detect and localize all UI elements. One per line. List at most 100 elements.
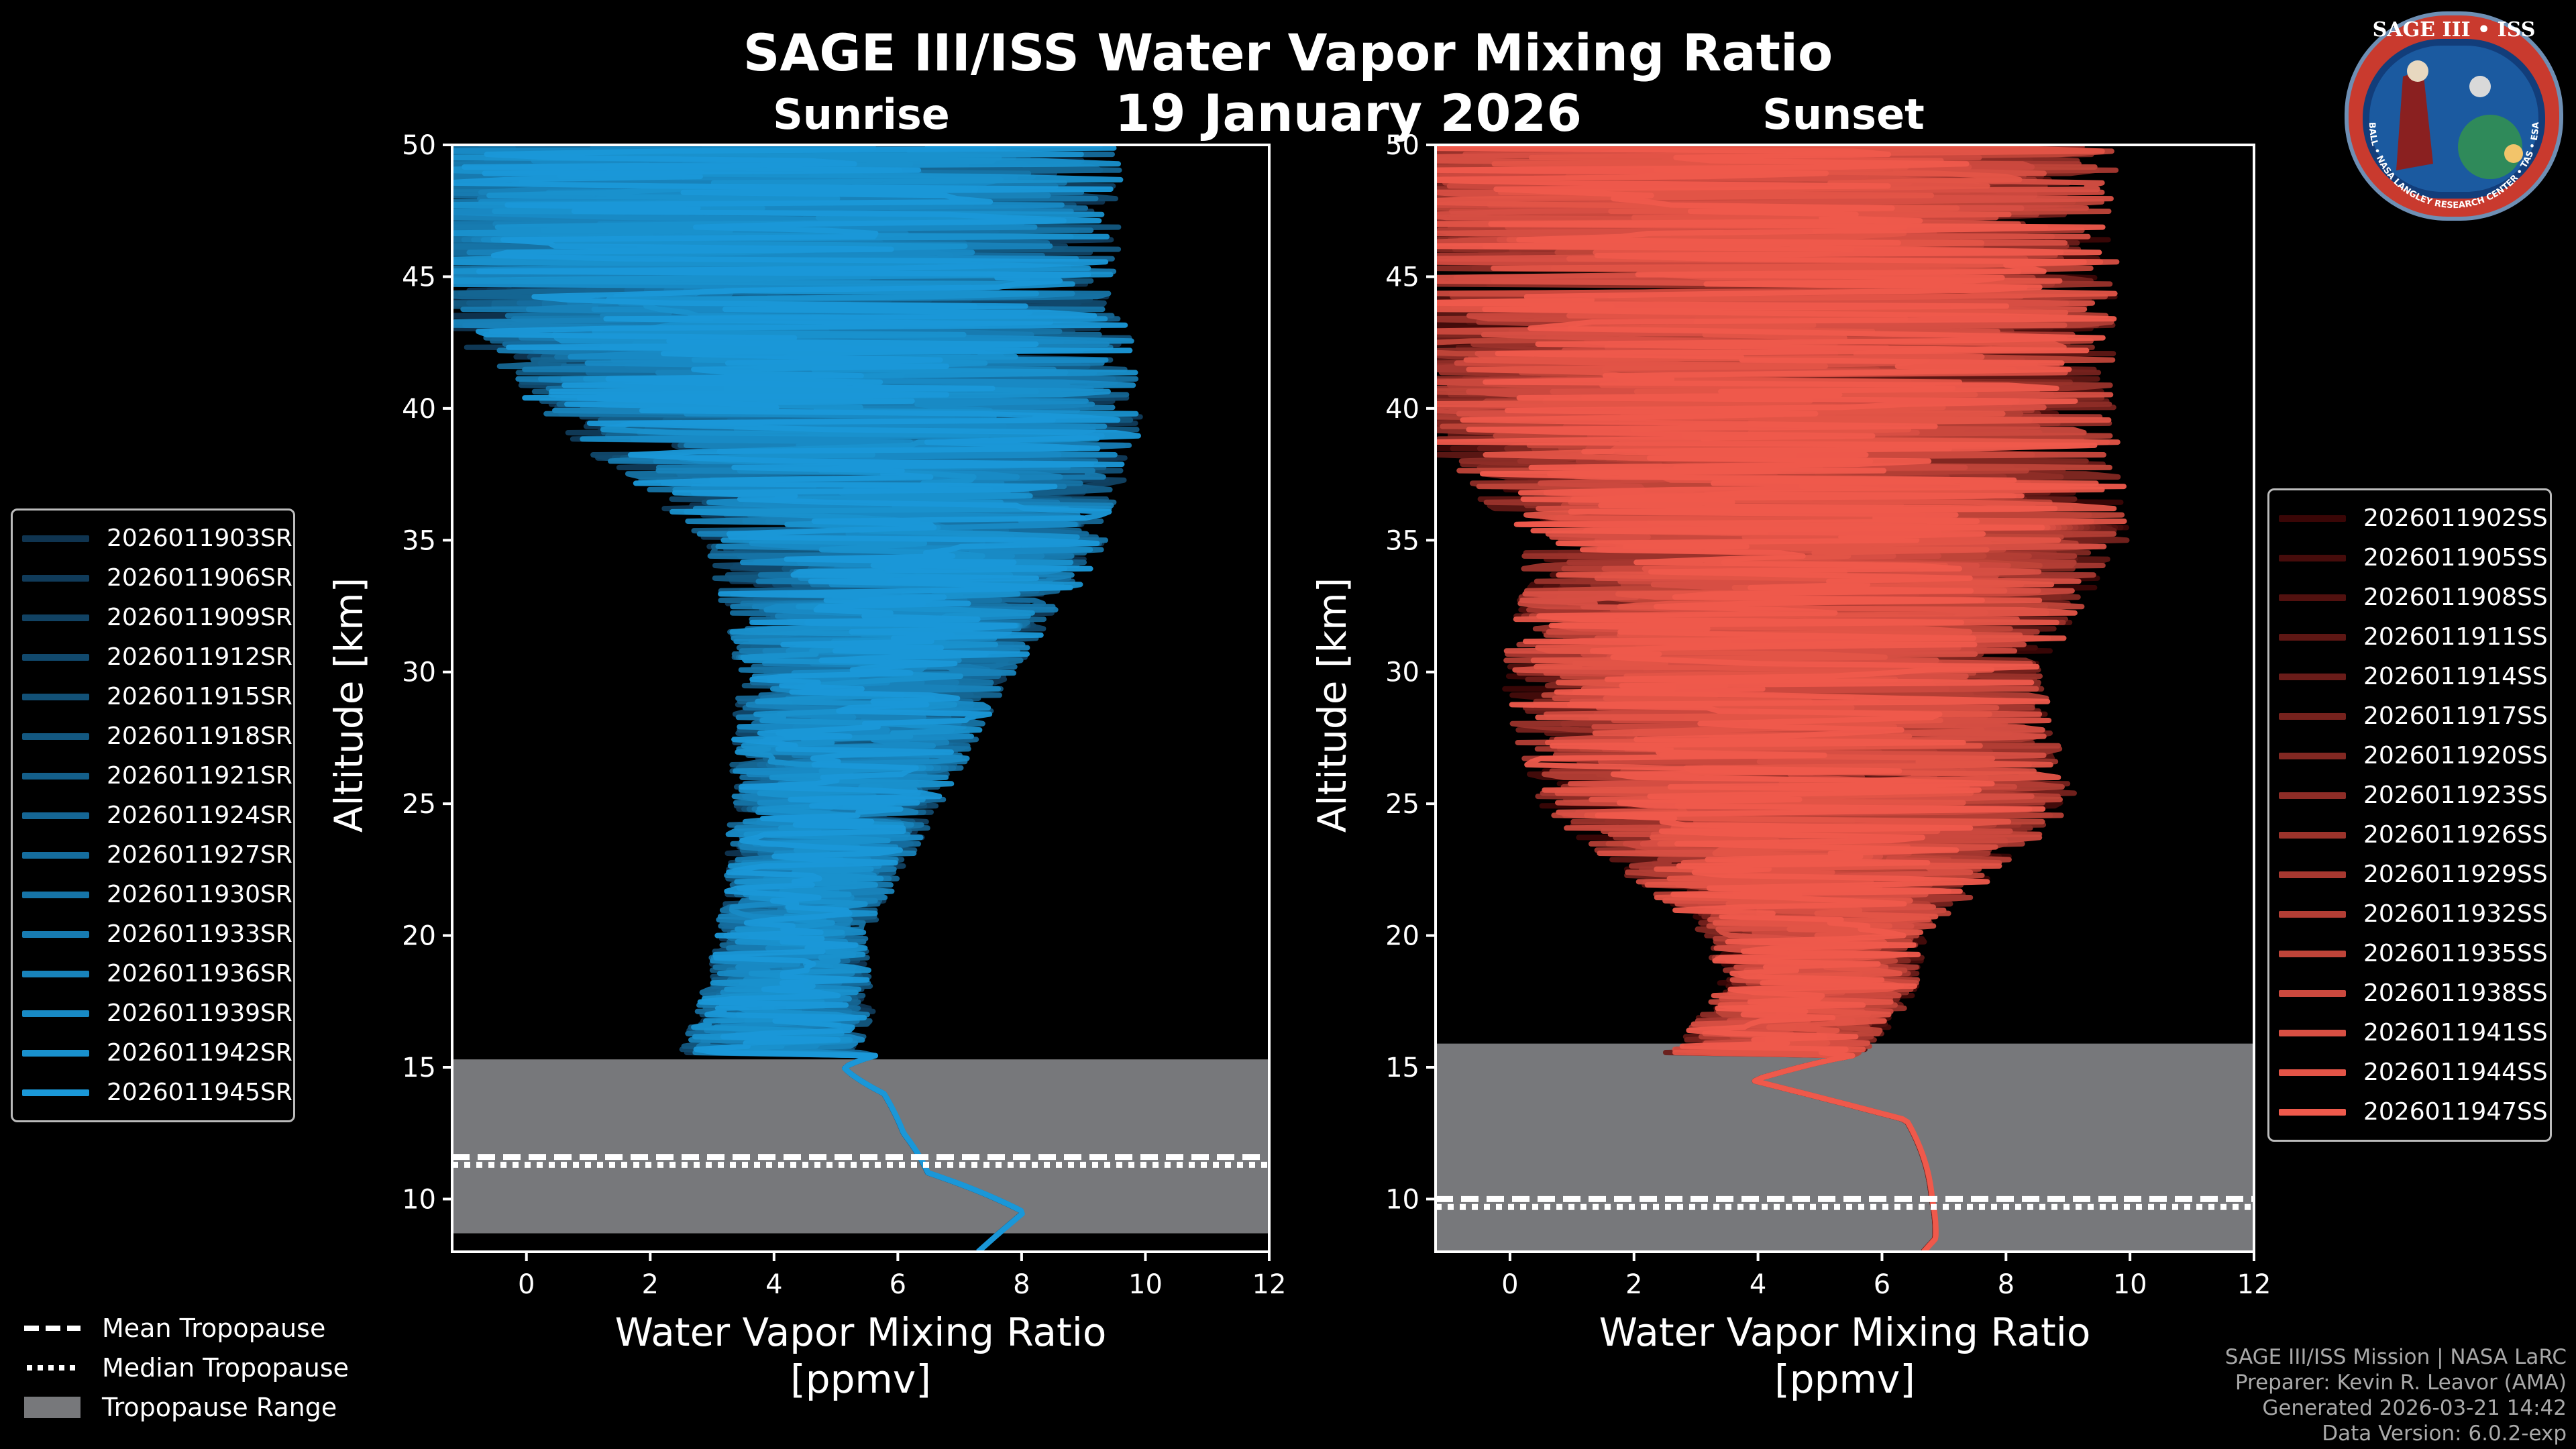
sunrise-legend-label: 2026011930SR xyxy=(107,881,292,908)
sunrise-legend-label: 2026011903SR xyxy=(107,525,292,552)
sunset-legend-label: 2026011926SS xyxy=(2363,821,2548,849)
legend-mean-label: Mean Tropopause xyxy=(102,1313,326,1343)
sunset-legend-label: 2026011929SS xyxy=(2363,861,2548,888)
sunset-legend-item: 2026011902SS xyxy=(2279,498,2548,538)
sunset-legend-item: 2026011929SS xyxy=(2279,855,2548,894)
sunrise-ytick-label: 20 xyxy=(402,921,436,952)
sunset-xtick-label: 8 xyxy=(1998,1269,2015,1300)
sunset-legend-item: 2026011905SS xyxy=(2279,538,2548,578)
sunset-legend-label: 2026011944SS xyxy=(2363,1059,2548,1086)
sunrise-legend-swatch xyxy=(22,851,89,859)
sunrise-legend-item: 2026011918SR xyxy=(22,716,292,756)
sunset-legend-label: 2026011932SS xyxy=(2363,900,2548,928)
sunrise-legend-item: 2026011924SR xyxy=(22,796,292,835)
sunset-xlabel: Water Vapor Mixing Ratio xyxy=(1599,1309,2091,1355)
sunrise-legend-swatch xyxy=(22,693,89,700)
sunset-legend-label: 2026011914SS xyxy=(2363,663,2548,690)
sunset-legend-item: 2026011938SS xyxy=(2279,973,2548,1013)
sunrise-ytick-label: 35 xyxy=(402,525,436,556)
sunset-legend-swatch xyxy=(2279,831,2346,839)
sunset-legend-item: 2026011917SS xyxy=(2279,696,2548,736)
sunrise-legend-label: 2026011939SR xyxy=(107,1000,292,1027)
sunrise-ytick-label: 40 xyxy=(402,394,436,425)
sunrise-ytick-label: 25 xyxy=(402,789,436,820)
sunset-legend-item: 2026011920SS xyxy=(2279,736,2548,775)
footer-data-version: Data Version: 6.0.2-exp xyxy=(2322,1421,2567,1446)
sunrise-legend-item: 2026011906SR xyxy=(22,558,292,598)
sunrise-legend-label: 2026011915SR xyxy=(107,683,292,710)
sunset-xtick-label: 0 xyxy=(1501,1269,1518,1300)
sunset-legend-item: 2026011941SS xyxy=(2279,1013,2548,1053)
legend-mean-tropopause: Mean Tropopause xyxy=(24,1308,349,1348)
sunrise-profile-2026011945SR xyxy=(452,145,1141,1252)
sunset-ytick-label: 45 xyxy=(1385,262,1419,292)
sunset-xtick-label: 12 xyxy=(2237,1269,2271,1300)
sunrise-legend: 2026011903SR 2026011906SR 2026011909SR 2026… xyxy=(11,508,295,1122)
sunrise-legend-label: 2026011945SR xyxy=(107,1079,292,1106)
sunrise-legend-label: 2026011933SR xyxy=(107,920,292,948)
sunset-legend-label: 2026011908SS xyxy=(2363,584,2548,611)
footer-mission: SAGE III/ISS Mission | NASA LaRC xyxy=(2224,1345,2567,1369)
sunrise-legend-swatch xyxy=(22,970,89,977)
sunset-legend-item: 2026011926SS xyxy=(2279,815,2548,855)
sunset-legend-item: 2026011923SS xyxy=(2279,775,2548,815)
sunrise-xtick-label: 6 xyxy=(890,1269,906,1300)
sunset-legend-swatch xyxy=(2279,1029,2346,1036)
sunset-xlabel: [ppmv] xyxy=(1774,1356,1915,1402)
sunset-legend-label: 2026011938SS xyxy=(2363,979,2548,1007)
sunset-panel-title: Sunset xyxy=(1762,90,1925,139)
date-title: 19 January 2026 xyxy=(1114,83,1582,143)
sunset-legend-swatch xyxy=(2279,1108,2346,1116)
dotted-line-icon xyxy=(27,1364,80,1371)
sunset-legend-label: 2026011902SS xyxy=(2363,504,2548,532)
sunrise-legend-label: 2026011906SR xyxy=(107,564,292,592)
sunset-legend-item: 2026011935SS xyxy=(2279,934,2548,973)
sunrise-legend-label: 2026011909SR xyxy=(107,604,292,631)
sunset-legend-swatch xyxy=(2279,515,2346,522)
sunrise-xtick-label: 10 xyxy=(1128,1269,1163,1300)
sunset-profiles xyxy=(1436,145,2130,1252)
sunrise-ylabel: Altitude [km] xyxy=(326,578,372,833)
sunset-ytick-label: 10 xyxy=(1385,1184,1419,1215)
sunrise-legend-swatch xyxy=(22,772,89,780)
sunset-xtick-label: 6 xyxy=(1874,1269,1890,1300)
sunrise-legend-swatch xyxy=(22,574,89,582)
sunrise-legend-swatch xyxy=(22,653,89,661)
sunset-legend-item: 2026011914SS xyxy=(2279,657,2548,696)
sunset-tropopause-range xyxy=(1436,1043,2254,1252)
sunrise-legend-swatch xyxy=(22,891,89,898)
main-title: SAGE III/ISS Water Vapor Mixing Ratio xyxy=(743,23,1833,83)
sunrise-legend-item: 2026011933SR xyxy=(22,914,292,954)
sunrise-legend-swatch xyxy=(22,733,89,740)
sage-iii-iss-logo: SAGE III • ISS BALL • NASA LANGLEY RESEA… xyxy=(2345,11,2563,221)
sunset-axes-frame xyxy=(1434,144,2255,1253)
sunrise-legend-label: 2026011924SR xyxy=(107,802,292,829)
sunrise-xtick-label: 2 xyxy=(642,1269,659,1300)
sunrise-panel-title: Sunrise xyxy=(773,90,950,139)
sunset-legend-swatch xyxy=(2279,989,2346,997)
sunrise-axes-frame xyxy=(451,144,1271,1253)
sunset-legend-label: 2026011917SS xyxy=(2363,702,2548,730)
sunset-legend-label: 2026011935SS xyxy=(2363,940,2548,967)
sunset-legend-swatch xyxy=(2279,594,2346,601)
sunrise-ytick-label: 30 xyxy=(402,657,436,688)
dashed-line-icon xyxy=(24,1325,80,1331)
sunset-legend-swatch xyxy=(2279,673,2346,680)
sunrise-legend-swatch xyxy=(22,1049,89,1057)
sunrise-xlabel: Water Vapor Mixing Ratio xyxy=(615,1309,1107,1355)
sunset-legend-swatch xyxy=(2279,871,2346,878)
sunrise-legend-item: 2026011936SR xyxy=(22,954,292,994)
sunset-legend-swatch xyxy=(2279,554,2346,561)
sunrise-tropopause-range xyxy=(452,1059,1269,1234)
sunrise-legend-item: 2026011921SR xyxy=(22,756,292,796)
footer-credits: SAGE III/ISS Mission | NASA LaRC Prepare… xyxy=(2225,1344,2567,1446)
tropopause-legend: Mean Tropopause Median Tropopause Tropop… xyxy=(24,1308,349,1427)
sunset-legend: 2026011902SS 2026011905SS 2026011908SS 2026… xyxy=(2267,488,2552,1142)
sunset-legend-item: 2026011944SS xyxy=(2279,1053,2548,1092)
sunrise-xtick-label: 12 xyxy=(1252,1269,1287,1300)
sunset-legend-item: 2026011932SS xyxy=(2279,894,2548,934)
sunset-profile-2026011947SS xyxy=(1436,145,2127,1252)
sunrise-legend-swatch xyxy=(22,812,89,819)
sunrise-legend-label: 2026011936SR xyxy=(107,960,292,987)
